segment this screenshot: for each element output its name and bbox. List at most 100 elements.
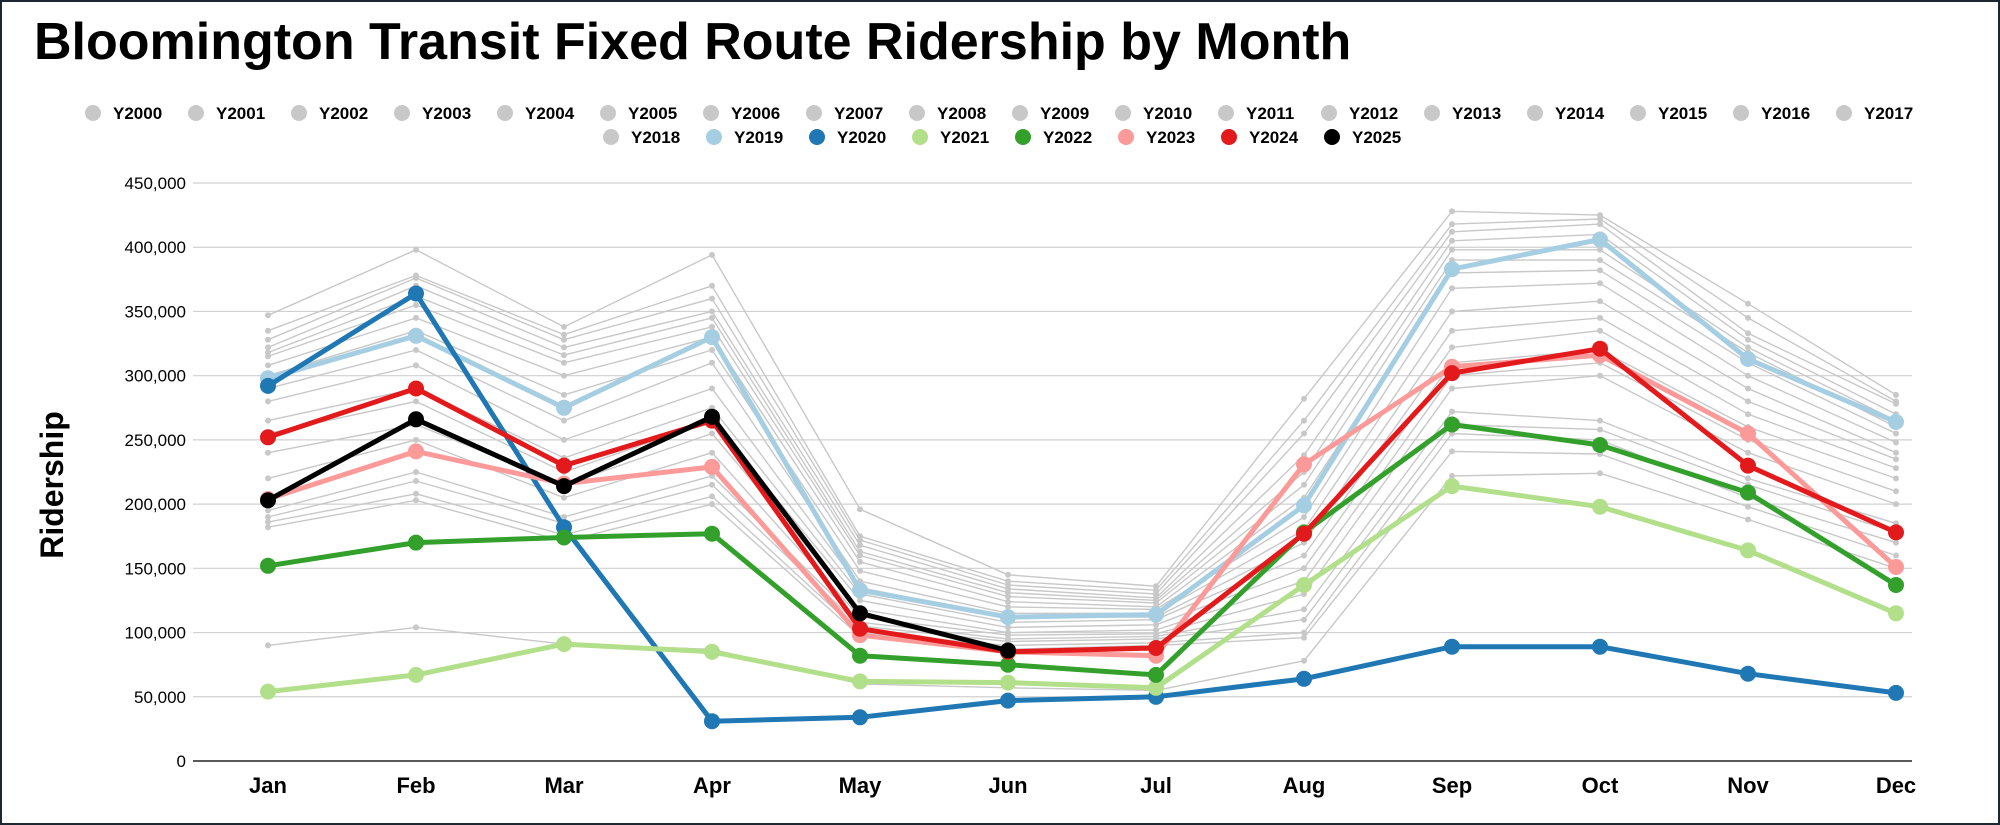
legend-label-y2022: Y2022: [1043, 128, 1092, 147]
legend-label-y2000: Y2000: [113, 104, 162, 123]
data-point-y2022: [1444, 416, 1460, 433]
chart-title: Bloomington Transit Fixed Route Ridershi…: [34, 13, 1352, 71]
legend-label-y2023: Y2023: [1146, 128, 1195, 147]
series-line-y2019: [265, 237, 1899, 620]
legend-item-y2025: Y2025: [1324, 128, 1401, 147]
data-point-y2019: [408, 327, 424, 344]
series-y2018: [265, 208, 1899, 590]
data-point-y2008: [1745, 411, 1751, 418]
data-point-y2019: [704, 329, 720, 346]
series-y2014: [265, 246, 1899, 604]
data-point-y2001: [1449, 448, 1455, 455]
data-point-y2018: [709, 251, 715, 258]
data-point-y2011: [1449, 285, 1455, 292]
data-point-y2020: [1296, 670, 1312, 687]
data-point-y2014: [857, 548, 863, 555]
data-point-y2022: [704, 525, 720, 542]
legend-swatch-y2023: [1118, 129, 1134, 145]
data-point-y2017: [1301, 417, 1307, 424]
x-tick-label: May: [839, 773, 883, 798]
data-point-y2024: [260, 429, 276, 446]
data-point-y2005: [1597, 372, 1603, 379]
data-point-y2024: [1740, 457, 1756, 474]
data-point-y2018: [1745, 300, 1751, 307]
data-point-y2008: [1893, 465, 1899, 472]
data-point-y2023: [704, 458, 720, 475]
data-point-y2017: [1449, 221, 1455, 228]
series-y2024: [260, 340, 1904, 660]
data-point-y2002: [265, 519, 271, 526]
legend-label-y2013: Y2013: [1452, 104, 1501, 123]
legend-label-y2021: Y2021: [940, 128, 989, 147]
data-point-y2022: [1740, 484, 1756, 501]
data-point-y2025: [1000, 642, 1016, 659]
legend-swatch-y2017: [1836, 105, 1852, 121]
data-point-y2008: [1449, 344, 1455, 351]
data-point-y2022: [260, 557, 276, 574]
data-point-y2010: [1745, 385, 1751, 392]
data-point-y2018: [265, 312, 271, 319]
data-point-y2023: [1296, 456, 1312, 473]
x-tick-label: Jan: [249, 773, 287, 798]
data-point-y2002: [1301, 629, 1307, 636]
data-point-y2004: [1301, 606, 1307, 613]
data-point-y2019: [1888, 413, 1904, 430]
data-point-y2022: [1888, 577, 1904, 593]
data-point-y2012: [561, 372, 567, 379]
legend-swatch-y2018: [603, 129, 619, 145]
data-point-y2017: [1745, 314, 1751, 321]
data-point-y2006: [1153, 627, 1159, 633]
data-point-y2012: [265, 362, 271, 369]
data-point-y2006: [709, 430, 715, 437]
data-point-y2001: [1893, 552, 1899, 559]
data-point-y2005: [709, 449, 715, 456]
data-point-y2012: [857, 558, 863, 565]
series-y2019: [260, 231, 1904, 626]
data-point-y2019: [1148, 606, 1164, 623]
series-line-y2014: [267, 249, 1897, 602]
series-y2021: [260, 478, 1904, 700]
series-line-y2008: [267, 330, 1897, 623]
data-point-y2001: [413, 497, 419, 504]
legend-item-y2012: Y2012: [1321, 104, 1398, 123]
series-line-y2023: [265, 352, 1899, 659]
legend-label-y2014: Y2014: [1555, 104, 1605, 123]
legend-label-y2012: Y2012: [1349, 104, 1398, 123]
legend-item-y2010: Y2010: [1115, 104, 1192, 123]
data-point-y2016: [1449, 228, 1455, 235]
legend-label-y2019: Y2019: [734, 128, 783, 147]
data-point-y2015: [561, 344, 567, 351]
legend-item-y2020: Y2020: [809, 128, 886, 147]
data-point-y2019: [852, 582, 868, 599]
legend-label-y2025: Y2025: [1352, 128, 1401, 147]
data-point-y2025: [556, 478, 572, 495]
legend-label-y2011: Y2011: [1246, 104, 1294, 123]
legend-item-y2006: Y2006: [703, 104, 780, 123]
data-point-y2020: [1592, 638, 1608, 655]
data-point-y2019: [1296, 497, 1312, 514]
data-point-y2017: [857, 533, 863, 540]
legend-label-y2005: Y2005: [628, 104, 677, 123]
data-point-y2014: [709, 314, 715, 321]
data-point-y2018: [413, 246, 419, 253]
data-point-y2022: [1148, 666, 1164, 683]
legend-item-y2022: Y2022: [1015, 128, 1092, 147]
data-point-y2016: [265, 336, 271, 343]
data-point-y2019: [1592, 231, 1608, 248]
series-line-y2020: [265, 291, 1899, 724]
data-point-y2020: [852, 709, 868, 726]
data-point-y2022: [408, 534, 424, 551]
data-point-y2003: [265, 514, 271, 520]
data-point-y2013: [561, 359, 567, 366]
legend-label-y2020: Y2020: [837, 128, 886, 147]
data-point-y2015: [857, 542, 863, 549]
data-point-y2011: [857, 567, 863, 574]
data-point-y2005: [413, 436, 419, 443]
data-point-y2009: [1893, 456, 1899, 463]
legend-swatch-y2016: [1733, 105, 1749, 121]
data-point-y2000: [1301, 657, 1307, 664]
data-point-y2017: [1893, 398, 1899, 405]
data-point-y2025: [260, 492, 276, 509]
series-line-y2021: [265, 483, 1899, 695]
